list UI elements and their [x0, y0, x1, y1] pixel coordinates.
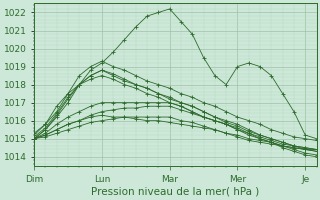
- X-axis label: Pression niveau de la mer( hPa ): Pression niveau de la mer( hPa ): [91, 187, 260, 197]
